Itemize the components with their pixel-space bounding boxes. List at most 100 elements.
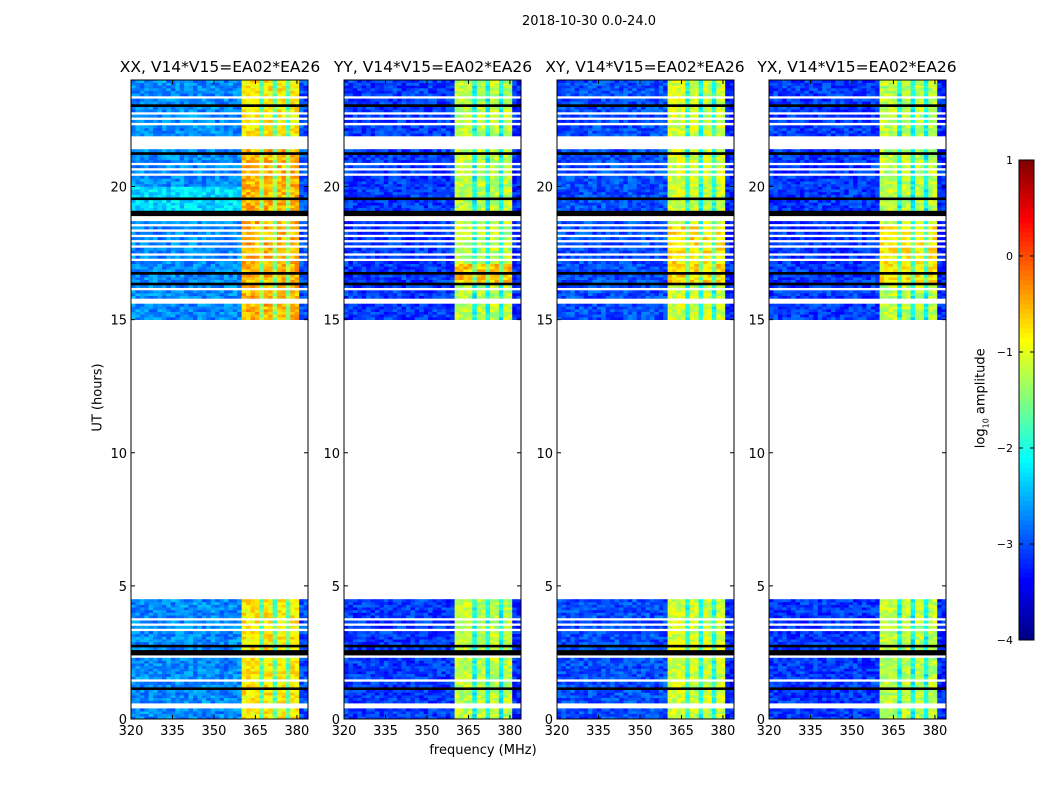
heatmap-cell [494,716,500,720]
heatmap-cell [153,681,158,685]
heatmap-cell [188,639,194,643]
heatmap-cell [232,119,238,123]
heatmap-cell [254,663,260,667]
heatmap-cell [250,601,256,605]
heatmap-cell [397,676,402,680]
heatmap-cell [157,266,163,270]
heatmap-cell [179,668,185,672]
heatmap-cell [241,599,247,603]
heatmap-cell [148,665,154,669]
heatmap-cell [388,684,394,688]
heatmap-cell [139,663,145,667]
heatmap-cell [162,82,167,86]
heatmap-cell [507,689,513,693]
heatmap-cell [219,127,225,131]
heatmap-cell [148,104,154,107]
heatmap-cell [170,101,176,105]
heatmap-cell [272,671,278,675]
heatmap-cell [246,708,251,712]
heatmap-cell [419,671,424,675]
heatmap-cell [299,625,304,629]
heatmap-cell [232,671,238,675]
heatmap-cell [299,652,304,656]
heatmap-cell [277,207,282,211]
heatmap-cell [166,269,172,272]
heatmap-cell [303,205,309,209]
heatmap-cell [201,631,207,635]
heatmap-cell [179,708,185,712]
heatmap-cell [254,671,260,675]
heatmap-cell [223,130,229,134]
heatmap-cell [352,695,358,698]
heatmap-cell [206,708,211,712]
heatmap-cell [241,604,247,608]
heatmap-cell [184,599,189,603]
heatmap-cell [162,119,167,123]
heatmap-cell [290,266,296,270]
heatmap-cell [184,713,189,717]
heatmap-cell [131,692,136,696]
heatmap-cell [406,700,411,704]
heatmap-cell [281,231,287,235]
heatmap-cell [281,601,287,605]
heatmap-cell [272,125,278,129]
heatmap-cell [503,700,509,704]
heatmap-cell [184,660,189,664]
heatmap-cell [246,181,251,185]
heatmap-cell [259,681,265,685]
heatmap-cell [392,668,398,672]
heatmap-cell [219,716,225,720]
heatmap-cell [201,130,207,134]
heatmap-cell [162,282,167,286]
heatmap-cell [175,700,181,704]
heatmap-cell [290,80,296,83]
heatmap-cell [246,199,251,203]
heatmap-cell [303,93,309,97]
heatmap-cell [281,692,287,696]
heatmap-cell [210,274,216,278]
heatmap-cell [490,673,495,677]
heatmap-cell [206,668,211,672]
heatmap-cell [179,255,185,259]
heatmap-cell [450,676,455,680]
heatmap-cell [144,641,150,645]
heatmap-cell [170,607,176,611]
heatmap-cell [254,652,260,656]
heatmap-cell [268,191,273,195]
heatmap-cell [237,199,242,203]
heatmap-cell [193,660,198,664]
heatmap-cell [131,186,136,190]
heatmap-cell [162,687,167,690]
heatmap-cell [503,676,509,680]
heatmap-cell [285,314,291,318]
heatmap-cell [277,615,282,619]
heatmap-cell [419,684,424,688]
heatmap-cell [193,620,198,624]
heatmap-cell [193,247,198,251]
heatmap-cell [232,633,238,637]
heatmap-cell [197,279,203,283]
heatmap-cell [294,279,300,283]
heatmap-cell [299,604,304,608]
heatmap-cell [250,317,256,320]
heatmap-cell [485,665,491,669]
heatmap-cell [201,625,207,629]
heatmap-cell [131,687,136,690]
heatmap-cell [299,697,304,701]
heatmap-cell [166,154,172,158]
heatmap-cell [188,711,194,714]
panel-title-yy: YY, V14*V15=EA02*EA26 [333,58,533,76]
heatmap-cell [272,226,278,230]
heatmap-cell [406,713,411,717]
heatmap-cell [463,668,469,672]
heatmap-cell [148,247,154,251]
heatmap-cell [436,684,442,688]
heatmap-cell [472,700,478,704]
heatmap-cell [281,309,287,312]
heatmap-cell [184,151,189,155]
heatmap-cell [232,665,238,669]
heatmap-cell [188,295,194,299]
heatmap-cell [303,119,309,123]
heatmap-cell [246,604,251,608]
heatmap-cell [144,255,150,259]
